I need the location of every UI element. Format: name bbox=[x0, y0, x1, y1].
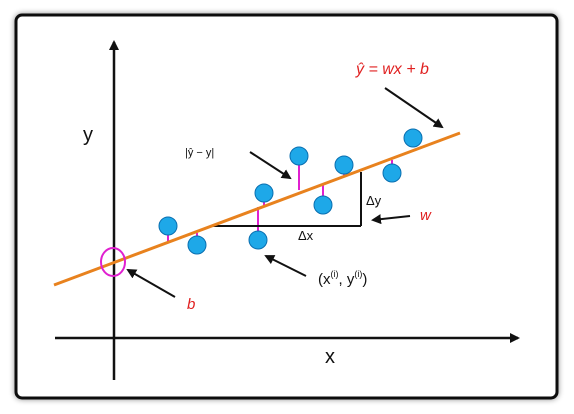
data-point bbox=[254, 183, 274, 203]
equation-arrow bbox=[384, 87, 444, 129]
annotation-arrows bbox=[126, 87, 444, 298]
residual-arrow bbox=[249, 151, 292, 180]
data-point bbox=[403, 128, 423, 148]
frame bbox=[14, 13, 559, 400]
data-point bbox=[289, 146, 309, 166]
x-axis-label: x bbox=[325, 346, 335, 368]
slope-arrow bbox=[371, 214, 411, 225]
point-arrow bbox=[264, 255, 307, 277]
data-points bbox=[158, 128, 423, 255]
delta-x-label: Δx bbox=[298, 228, 314, 243]
slope-label: w bbox=[420, 207, 432, 224]
data-point bbox=[382, 163, 402, 183]
intercept-label: b bbox=[187, 296, 195, 313]
data-point bbox=[334, 155, 354, 175]
residual-label: |ŷ − y| bbox=[185, 147, 214, 159]
intercept-arrow bbox=[126, 269, 176, 298]
y-axis-label: y bbox=[83, 124, 93, 146]
data-point bbox=[248, 230, 268, 250]
data-point bbox=[158, 216, 178, 236]
equation-label: ŷ = wx + b bbox=[355, 61, 429, 78]
data-point bbox=[187, 235, 207, 255]
point-label: (x(i), y(i)) bbox=[318, 269, 367, 288]
intercept-marker bbox=[100, 247, 126, 277]
regression-line bbox=[53, 131, 461, 287]
delta-y-label: Δy bbox=[366, 193, 382, 208]
data-point bbox=[313, 195, 333, 215]
